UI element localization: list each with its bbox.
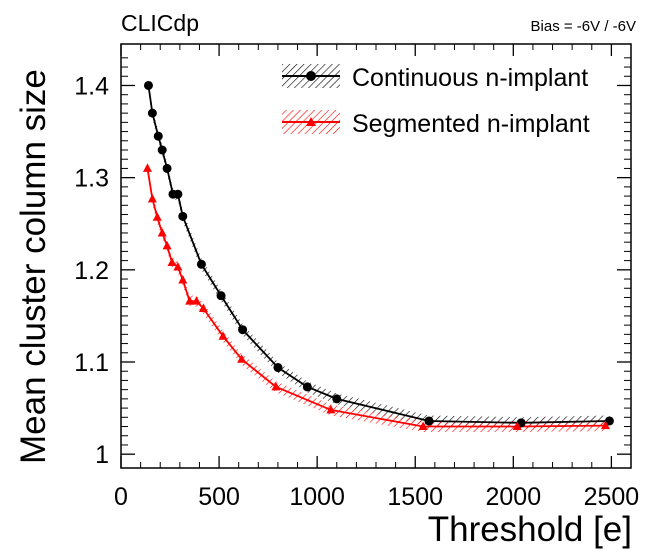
- y-tick-label: 1.2: [74, 257, 109, 285]
- data-point-continuous: [216, 291, 226, 301]
- y-tick-label: 1.4: [74, 72, 109, 100]
- data-point-continuous: [173, 189, 183, 199]
- data-point-segmented: [218, 331, 228, 340]
- y-tick-label: 1: [95, 441, 109, 469]
- x-tick-label: 0: [114, 483, 128, 511]
- data-point-segmented: [271, 381, 281, 391]
- data-point-segmented: [185, 296, 195, 305]
- data-point-continuous: [162, 163, 172, 173]
- data-point-segmented: [178, 274, 188, 284]
- data-point-segmented: [192, 296, 202, 305]
- data-point-segmented: [198, 303, 208, 313]
- series-markers: [142, 80, 614, 431]
- x-tick-label: 2000: [485, 483, 541, 511]
- x-tick-label: 500: [198, 483, 240, 511]
- data-point-segmented: [418, 421, 428, 431]
- x-tick-labels: 0 500 1000 1500 2000 2500: [114, 483, 639, 511]
- x-tick-label: 1500: [387, 483, 443, 511]
- legend-marker-continuous: [306, 71, 316, 81]
- data-point-segmented: [157, 227, 167, 237]
- legend-entry-segmented: Segmented n-implant: [282, 110, 590, 138]
- legend: Continuous n-implant Segmented n-implant: [282, 64, 590, 138]
- data-point-segmented: [237, 354, 247, 363]
- x-tick-label: 2500: [584, 483, 640, 511]
- data-point-segmented: [512, 421, 522, 431]
- data-point-segmented: [601, 420, 610, 430]
- legend-label-continuous: Continuous n-implant: [352, 64, 588, 92]
- axis-ticks: [120, 44, 631, 468]
- data-point-continuous: [143, 80, 153, 90]
- data-point-continuous: [153, 131, 163, 141]
- data-point-continuous: [332, 394, 342, 404]
- y-axis-label: Mean cluster column size: [14, 69, 53, 464]
- y-tick-labels: 1 1.1 1.2 1.3 1.4: [74, 72, 109, 469]
- data-point-continuous: [604, 416, 614, 426]
- data-point-segmented: [147, 193, 157, 203]
- data-point-continuous: [424, 416, 434, 426]
- data-point-continuous: [157, 145, 167, 155]
- data-point-continuous: [178, 211, 188, 221]
- uncertainty-band-segmented: [147, 162, 606, 433]
- data-point-segmented: [326, 404, 336, 414]
- series-line-segmented: [146, 168, 606, 428]
- legend-label-segmented: Segmented n-implant: [352, 110, 590, 138]
- condition-label: Bias = -6V / -6V: [531, 18, 636, 35]
- data-point-segmented: [167, 257, 177, 266]
- data-point-continuous: [238, 325, 248, 335]
- data-point-continuous: [196, 259, 206, 269]
- data-point-continuous: [302, 382, 312, 392]
- data-point-segmented: [162, 240, 172, 250]
- experiment-label: CLICdp: [121, 10, 199, 36]
- legend-marker-segmented: [306, 117, 316, 126]
- data-point-continuous: [147, 108, 157, 118]
- data-point-segmented: [142, 163, 152, 172]
- x-axis-label: Threshold [e]: [428, 510, 632, 549]
- y-tick-label: 1.3: [74, 165, 109, 193]
- data-point-continuous: [273, 363, 283, 373]
- legend-entry-continuous: Continuous n-implant: [282, 64, 588, 92]
- data-point-segmented: [152, 212, 162, 221]
- x-tick-label: 1000: [289, 483, 345, 511]
- data-point-segmented: [173, 262, 183, 271]
- y-tick-label: 1.1: [74, 349, 109, 377]
